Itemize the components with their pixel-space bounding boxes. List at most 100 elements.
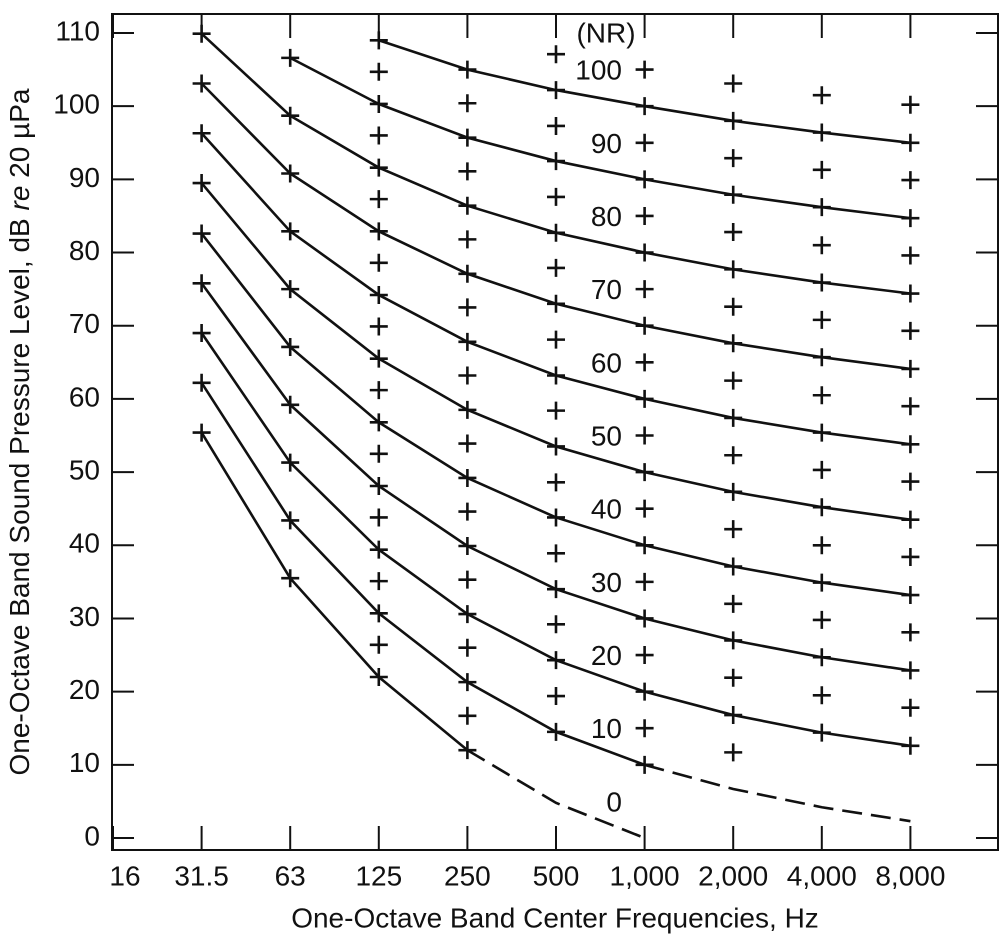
cross-marker (724, 111, 743, 130)
cross-marker (547, 45, 565, 64)
cross-marker (458, 400, 477, 419)
nr-curve (200, 382, 646, 767)
cross-marker (547, 401, 565, 420)
cross-marker (635, 682, 654, 701)
x-tick-label: 4,000 (787, 860, 857, 891)
cross-marker (724, 743, 743, 762)
cross-marker (635, 97, 654, 116)
cross-marker (635, 243, 654, 262)
y-tick-label: 80 (69, 235, 100, 266)
cross-marker (547, 722, 565, 741)
cross-marker (458, 264, 477, 283)
cross-marker (724, 223, 743, 242)
y-tick-label: 40 (69, 528, 100, 559)
cross-marker (458, 298, 477, 317)
cross-marker (635, 426, 654, 445)
curve-label: 80 (591, 201, 622, 232)
cross-marker (458, 230, 477, 249)
x-tick-label: 2,000 (698, 860, 768, 891)
cross-marker (635, 206, 654, 225)
cross-marker (547, 152, 565, 171)
nr-curve (378, 39, 911, 145)
cross-marker (369, 413, 388, 432)
x-tick-label: 8,000 (875, 860, 945, 891)
cross-marker (724, 185, 743, 204)
cross-marker (812, 610, 831, 629)
cross-marker (192, 324, 211, 343)
cross-marker (901, 472, 920, 491)
y-tick-label: 30 (69, 601, 100, 632)
cross-marker (547, 366, 565, 385)
cross-marker (812, 498, 831, 517)
cross-marker (901, 736, 920, 755)
curve-label: 0 (606, 786, 622, 817)
y-axis-label-part: re (4, 186, 35, 211)
x-tick-label: 125 (355, 860, 402, 891)
cross-marker (901, 698, 920, 717)
cross-marker (724, 520, 743, 539)
cross-marker (547, 651, 565, 670)
cross-marker (281, 569, 300, 588)
cross-marker (281, 395, 300, 414)
curve-label-title: (NR) (576, 17, 635, 48)
cross-marker (458, 570, 477, 589)
cross-marker (635, 60, 654, 79)
cross-marker (547, 544, 565, 563)
cross-marker (369, 31, 388, 50)
cross-marker (635, 170, 654, 189)
cross-marker (547, 116, 565, 135)
cross-marker (369, 668, 388, 686)
cross-marker (635, 755, 654, 774)
cross-marker (369, 604, 388, 623)
cross-marker (635, 719, 654, 738)
cross-marker (812, 123, 831, 142)
cross-marker (458, 366, 477, 385)
cross-marker (192, 74, 211, 93)
cross-marker (901, 133, 920, 152)
cross-marker (635, 389, 654, 408)
cross-marker (547, 687, 565, 706)
cross-marker (812, 573, 831, 592)
cross-marker (901, 623, 920, 642)
cross-marker (458, 537, 477, 556)
cross-marker (547, 473, 565, 492)
y-axis-label-part: One-Octave Band Sound Pressure Level, dB (4, 211, 35, 776)
cross-marker (812, 386, 831, 405)
cross-marker (812, 198, 831, 217)
cross-marker (192, 423, 211, 442)
cross-marker (812, 160, 831, 179)
cross-marker (369, 540, 388, 559)
y-tick-label: 20 (69, 674, 100, 705)
cross-marker (812, 348, 831, 367)
cross-marker (192, 174, 211, 193)
cross-marker (369, 572, 388, 591)
cross-marker (635, 499, 654, 518)
x-axis-label: One-Octave Band Center Frequencies, Hz (291, 902, 819, 933)
cross-marker (547, 615, 565, 634)
cross-marker (458, 434, 477, 453)
y-tick-label: 90 (69, 162, 100, 193)
cross-marker (547, 81, 565, 100)
cross-marker (458, 468, 477, 487)
cross-marker (369, 635, 388, 654)
cross-marker (369, 158, 388, 177)
cross-marker (369, 222, 388, 241)
cross-marker (281, 453, 300, 472)
cross-marker (369, 285, 388, 304)
cross-marker (901, 586, 920, 605)
cross-marker (369, 349, 388, 368)
nr-curve (644, 763, 911, 823)
cross-marker (458, 502, 477, 521)
cross-marker (192, 373, 211, 392)
cross-marker (547, 187, 565, 206)
curve-label: 20 (591, 640, 622, 671)
cross-marker (458, 673, 477, 692)
cross-marker (369, 444, 388, 463)
cross-marker (812, 236, 831, 255)
cross-marker (547, 580, 565, 599)
cross-marker (369, 62, 388, 81)
cross-marker (458, 94, 477, 113)
nr-curve (289, 56, 911, 220)
nr-curve (200, 132, 911, 446)
